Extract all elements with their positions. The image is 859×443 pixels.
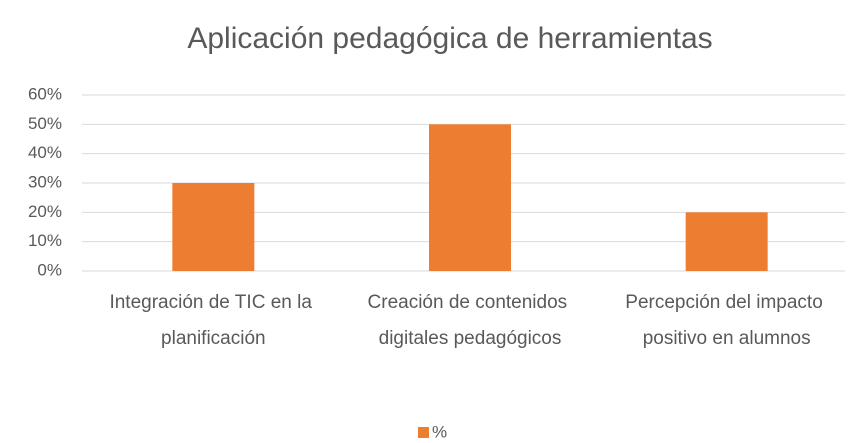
x-tick-label: Percepción del impacto positivo en alumn… xyxy=(625,292,828,349)
y-tick-label: 20% xyxy=(28,202,62,221)
y-tick-label: 10% xyxy=(28,231,62,250)
x-tick-label: Integración de TIC en la planificación xyxy=(109,292,317,349)
y-tick-label: 0% xyxy=(37,260,62,279)
y-tick-label: 30% xyxy=(28,172,62,191)
chart-title: Aplicación pedagógica de herramientas xyxy=(187,22,712,55)
y-tick-label: 50% xyxy=(28,114,62,133)
bar xyxy=(172,183,255,271)
x-tick-label: Creación de contenidos digitales pedagóg… xyxy=(368,292,573,349)
bar xyxy=(429,124,511,271)
y-tick-label: 60% xyxy=(28,84,62,103)
legend-label: % xyxy=(432,422,447,441)
bar xyxy=(685,212,768,271)
y-tick-label: 40% xyxy=(28,143,62,162)
legend-swatch xyxy=(418,427,429,438)
